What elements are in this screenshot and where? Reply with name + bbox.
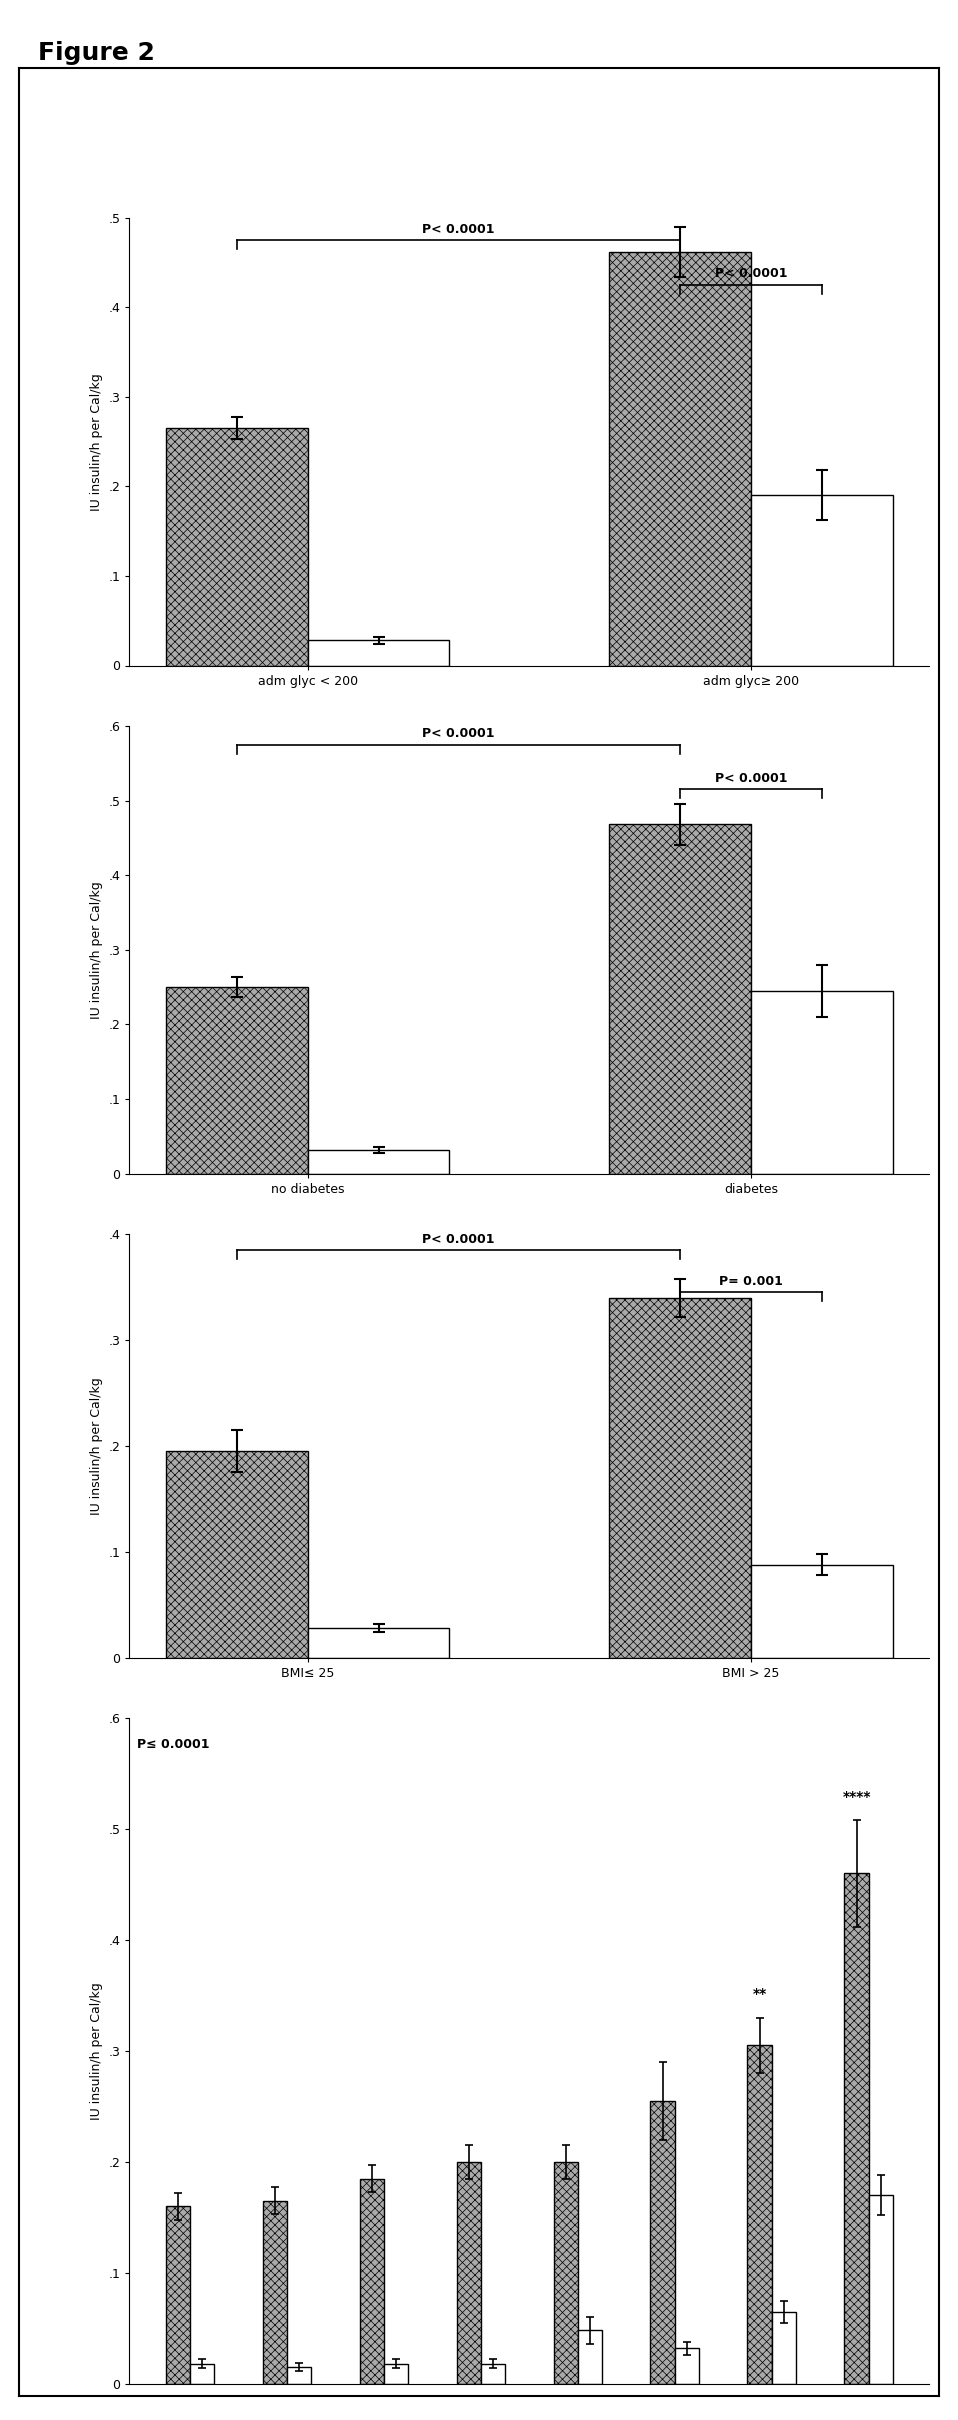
Bar (457, 2161, 481, 2384)
Bar (751, 1563, 893, 1658)
Text: P< 0.0001: P< 0.0001 (715, 772, 787, 784)
Text: **: ** (752, 1987, 766, 2001)
Bar (751, 496, 893, 666)
Text: P< 0.0001: P< 0.0001 (715, 269, 787, 281)
Bar (308, 641, 449, 666)
Bar (481, 2364, 505, 2384)
Bar (844, 1873, 869, 2384)
Bar (772, 2311, 796, 2384)
Bar (609, 1297, 751, 1658)
Bar (308, 1150, 449, 1174)
Text: P< 0.0001: P< 0.0001 (422, 726, 494, 741)
Text: Figure 2: Figure 2 (38, 41, 155, 65)
Bar (384, 2364, 408, 2384)
Text: P= 0.001: P= 0.001 (719, 1275, 783, 1287)
Bar (308, 1629, 449, 1658)
Bar (190, 2364, 215, 2384)
Bar (554, 2161, 578, 2384)
Bar (166, 987, 308, 1174)
Y-axis label: IU insulin/h per Cal/kg: IU insulin/h per Cal/kg (90, 373, 103, 511)
Bar (747, 2045, 772, 2384)
Text: ****: **** (842, 1791, 871, 1803)
Y-axis label: IU insulin/h per Cal/kg: IU insulin/h per Cal/kg (90, 881, 103, 1019)
Bar (166, 2207, 190, 2384)
Bar (286, 2367, 311, 2384)
Bar (578, 2330, 602, 2384)
Bar (166, 1452, 308, 1658)
Text: P< 0.0001: P< 0.0001 (422, 223, 494, 235)
Text: P< 0.0001: P< 0.0001 (422, 1232, 494, 1246)
Bar (609, 252, 751, 666)
Bar (359, 2178, 384, 2384)
Text: P≤ 0.0001: P≤ 0.0001 (137, 1738, 210, 1752)
Bar (262, 2200, 286, 2384)
Y-axis label: IU insulin/h per Cal/kg: IU insulin/h per Cal/kg (90, 1982, 103, 2120)
Bar (751, 990, 893, 1174)
Bar (609, 825, 751, 1174)
Bar (869, 2195, 893, 2384)
Bar (166, 428, 308, 666)
Bar (650, 2101, 674, 2384)
Bar (674, 2347, 699, 2384)
Y-axis label: IU insulin/h per Cal/kg: IU insulin/h per Cal/kg (90, 1377, 103, 1515)
